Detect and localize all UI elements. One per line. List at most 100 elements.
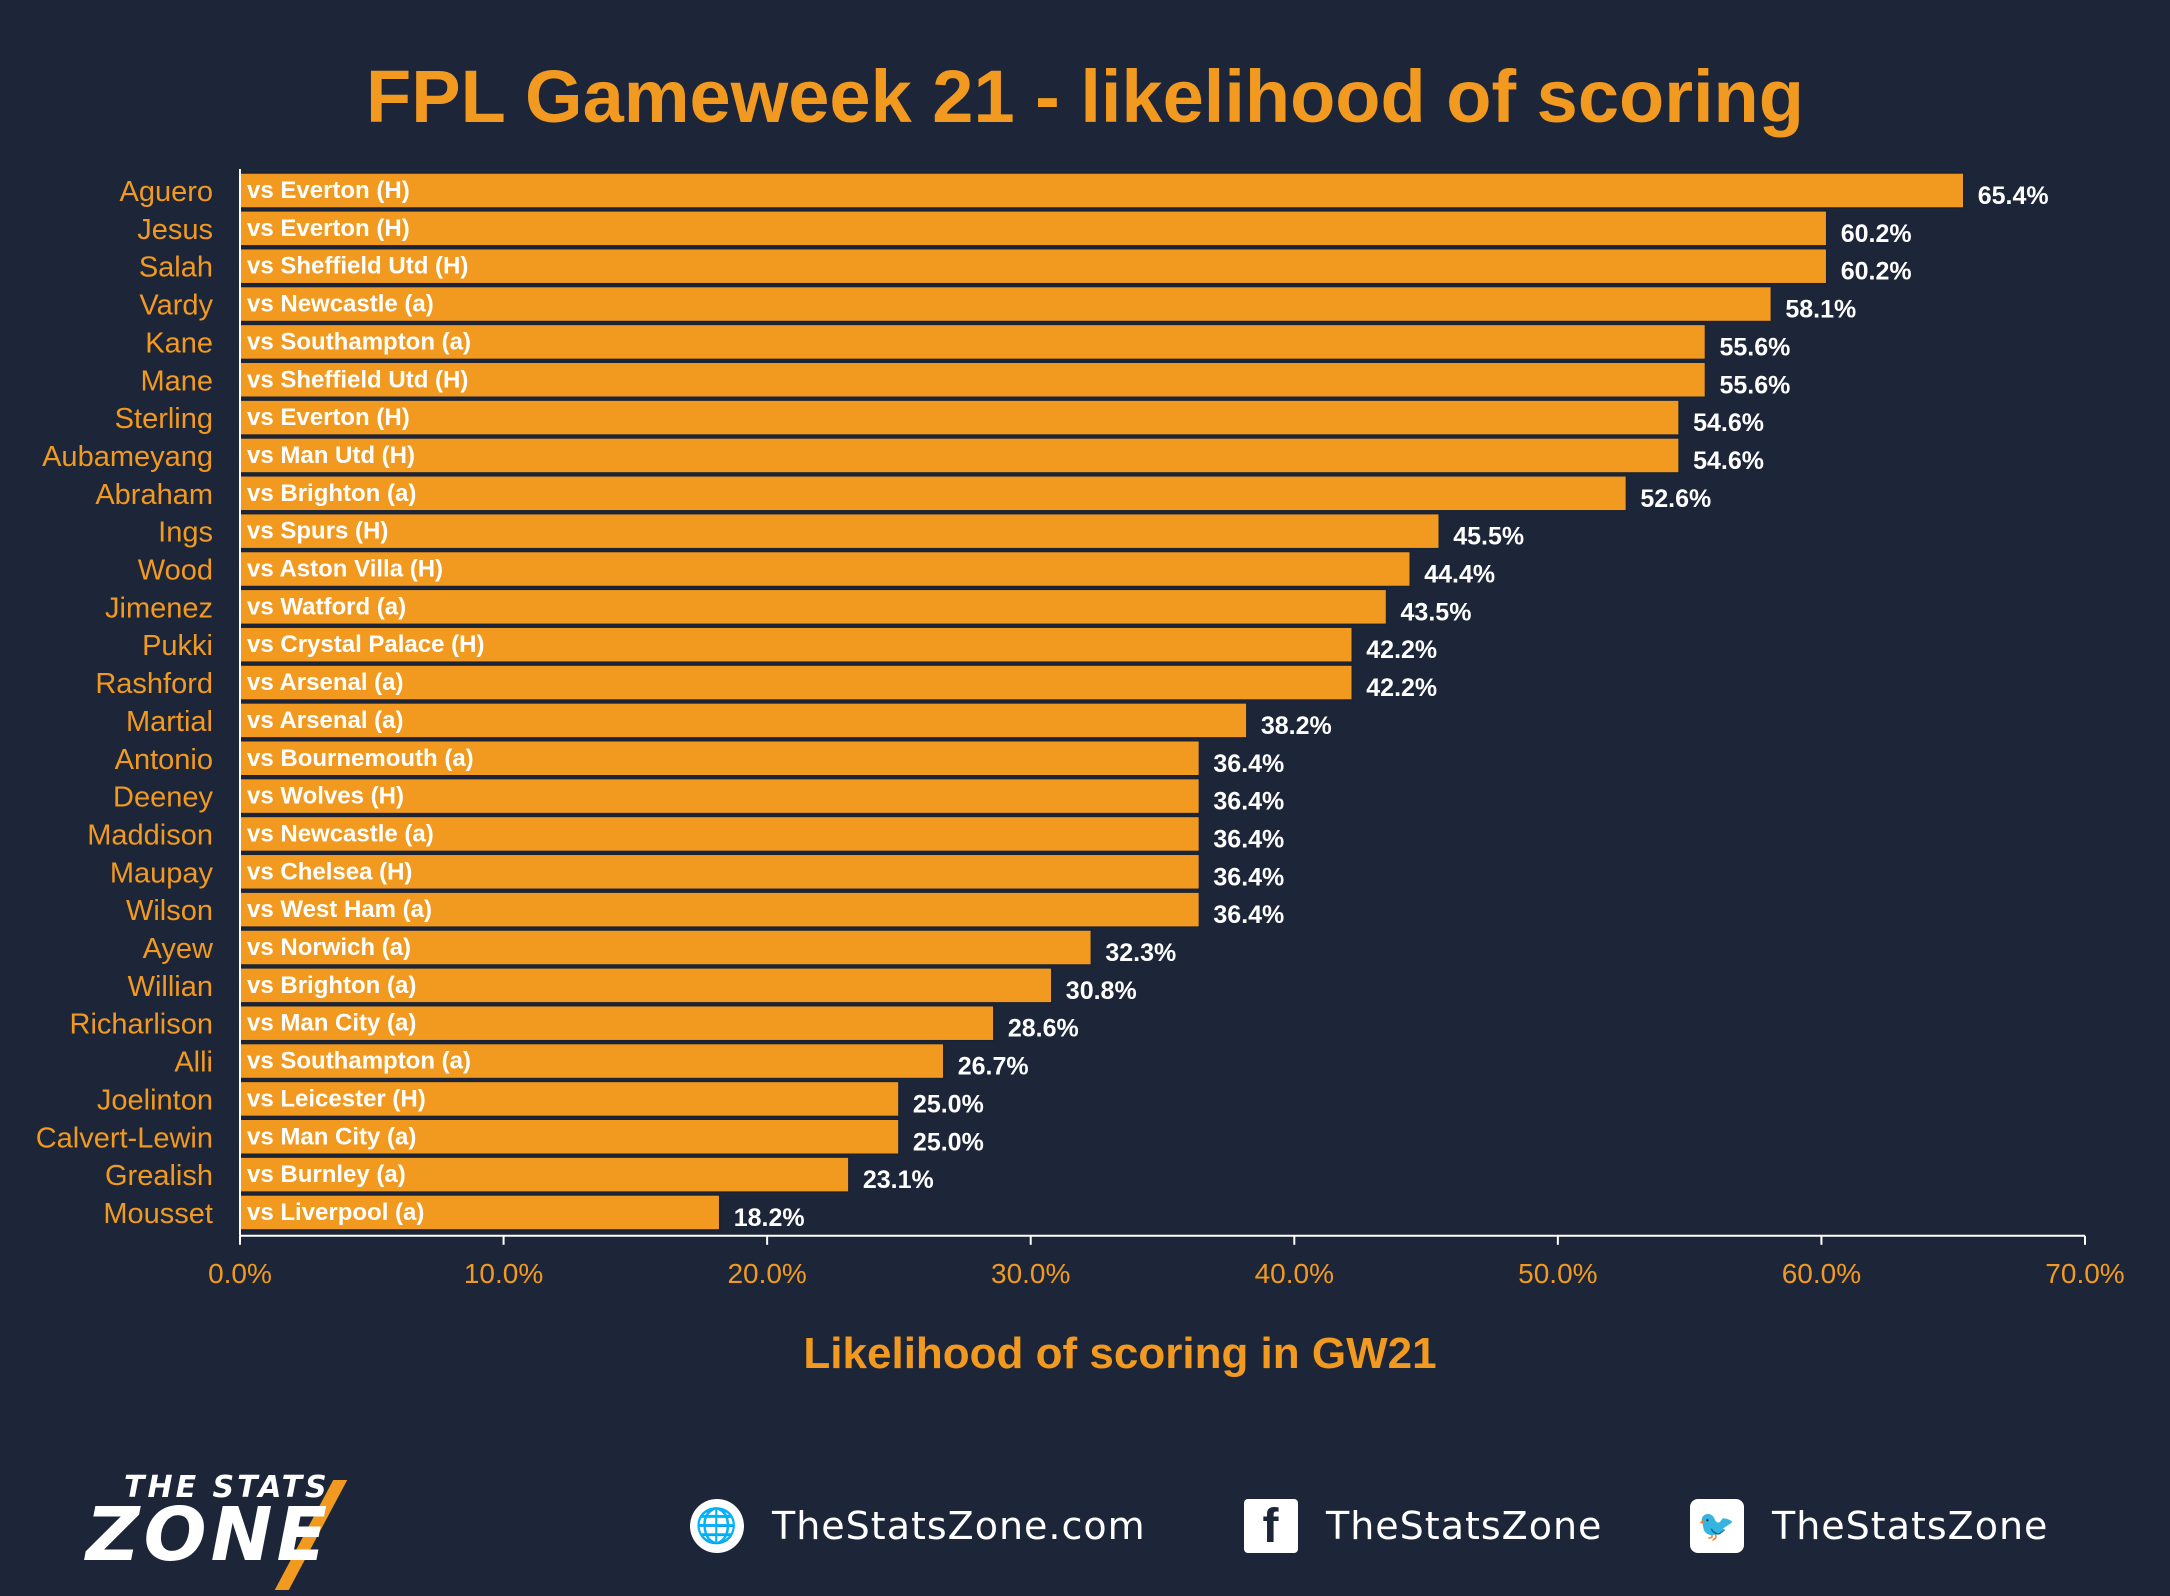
- bar-martial: [239, 702, 1248, 739]
- fixture-label: vs Liverpool (a): [247, 1199, 424, 1226]
- category-label: Rashford: [95, 668, 213, 700]
- category-label: Wood: [138, 555, 213, 587]
- fixture-label: vs Everton (H): [247, 404, 410, 431]
- value-label: 38.2%: [1261, 712, 1332, 740]
- x-tick-label: 30.0%: [991, 1258, 1070, 1289]
- x-tick-label: 50.0%: [1518, 1258, 1597, 1289]
- fixture-label: vs Southampton (a): [247, 1048, 471, 1075]
- fixture-label: vs Man Utd (H): [247, 442, 415, 469]
- bar-salah: [239, 247, 1828, 285]
- value-label: 42.2%: [1366, 636, 1437, 664]
- category-label: Pukki: [142, 630, 213, 662]
- category-label: Ings: [158, 517, 213, 549]
- value-label: 36.4%: [1213, 750, 1284, 778]
- fixture-label: vs Southampton (a): [247, 328, 471, 355]
- bar-kane: [239, 323, 1707, 361]
- category-label: Antonio: [115, 744, 213, 776]
- bar-ayew: [239, 929, 1093, 966]
- category-label: Salah: [139, 252, 213, 284]
- website-label: TheStatsZone.com: [772, 1504, 1146, 1548]
- value-label: 44.4%: [1424, 561, 1495, 589]
- bar-deeney: [239, 777, 1201, 815]
- category-label: Calvert-Lewin: [36, 1122, 213, 1154]
- fixture-label: vs Everton (H): [247, 177, 410, 204]
- category-label: Jesus: [137, 214, 213, 246]
- x-tick-label: 40.0%: [1255, 1258, 1334, 1289]
- value-label: 28.6%: [1008, 1015, 1079, 1043]
- category-label: Mousset: [103, 1198, 213, 1230]
- fixture-label: vs Spurs (H): [247, 518, 388, 545]
- fixture-label: vs Watford (a): [247, 593, 406, 620]
- value-label: 36.4%: [1213, 863, 1284, 891]
- category-label: Maupay: [110, 857, 214, 889]
- fixture-label: vs Man City (a): [247, 1123, 416, 1150]
- bar-aguero: [239, 172, 1965, 209]
- fixture-label: vs Burnley (a): [247, 1161, 406, 1188]
- fixture-label: vs Aston Villa (H): [247, 556, 443, 583]
- bar-pukki: [239, 626, 1354, 663]
- value-label: 25.0%: [913, 1090, 984, 1118]
- value-label: 55.6%: [1719, 333, 1790, 361]
- value-label: 23.1%: [863, 1166, 934, 1194]
- fixture-label: vs Sheffield Utd (H): [247, 253, 468, 280]
- fixture-label: vs Brighton (a): [247, 480, 416, 507]
- bar-sterling: [239, 399, 1680, 436]
- category-label: Joelinton: [97, 1084, 213, 1116]
- value-label: 36.4%: [1213, 901, 1284, 929]
- x-tick-label: 20.0%: [727, 1258, 806, 1289]
- category-label: Abraham: [95, 479, 213, 511]
- value-label: 45.5%: [1453, 523, 1524, 551]
- fixture-label: vs Arsenal (a): [247, 669, 404, 696]
- fixture-label: vs Newcastle (a): [247, 820, 434, 847]
- facebook-icon: f: [1244, 1499, 1298, 1553]
- website-link[interactable]: 🌐 TheStatsZone.com: [690, 1496, 1146, 1556]
- twitter-label: TheStatsZone: [1772, 1504, 2049, 1548]
- value-label: 58.1%: [1785, 296, 1856, 324]
- facebook-label: TheStatsZone: [1326, 1504, 1603, 1548]
- bar-jesus: [239, 210, 1828, 247]
- category-label: Alli: [174, 1047, 213, 1079]
- category-label: Maddison: [87, 819, 213, 851]
- fixture-label: vs Arsenal (a): [247, 707, 404, 734]
- category-label: Willian: [128, 971, 213, 1003]
- value-label: 36.4%: [1213, 788, 1284, 816]
- value-label: 52.6%: [1640, 485, 1711, 513]
- bar-ings: [239, 512, 1440, 550]
- category-label: Wilson: [126, 895, 213, 927]
- globe-icon: 🌐: [690, 1499, 744, 1553]
- bar-chart: FPL Gameweek 21 - likelihood of scoring …: [36, 55, 2125, 1378]
- fixture-label: vs Sheffield Utd (H): [247, 366, 468, 393]
- fixture-label: vs Man City (a): [247, 1010, 416, 1037]
- category-label: Aguero: [119, 176, 213, 208]
- value-label: 60.2%: [1841, 220, 1912, 248]
- x-tick-label: 60.0%: [1782, 1258, 1861, 1289]
- fixture-label: vs West Ham (a): [247, 896, 432, 923]
- x-tick-label: 0.0%: [208, 1258, 272, 1289]
- value-label: 36.4%: [1213, 825, 1284, 853]
- value-label: 43.5%: [1401, 598, 1472, 626]
- facebook-link[interactable]: f TheStatsZone: [1244, 1496, 1602, 1556]
- category-label: Mane: [140, 365, 213, 397]
- bar-wilson: [239, 891, 1201, 928]
- category-label: Aubameyang: [42, 441, 213, 473]
- value-label: 54.6%: [1693, 409, 1764, 437]
- x-axis: 0.0% 10.0% 20.0% 30.0% 40.0% 50.0% 60.0% 70.0%: [208, 169, 2125, 1289]
- value-label: 42.2%: [1366, 674, 1437, 702]
- stats-zone-logo: THE STATS ZONE: [86, 1470, 456, 1590]
- twitter-link[interactable]: 🐦 TheStatsZone: [1690, 1496, 2048, 1556]
- value-label: 60.2%: [1841, 258, 1912, 286]
- fixture-label: vs Newcastle (a): [247, 291, 434, 318]
- value-label: 54.6%: [1693, 447, 1764, 475]
- logo-main-text: ZONE: [86, 1492, 332, 1578]
- category-label: Martial: [126, 706, 213, 738]
- fixture-label: vs Everton (H): [247, 215, 410, 242]
- fixture-label: vs Crystal Palace (H): [247, 631, 484, 658]
- category-label: Ayew: [143, 933, 214, 965]
- bar-aubameyang: [239, 437, 1680, 474]
- footer: THE STATS ZONE 🌐 TheStatsZone.com f TheS…: [0, 1430, 2170, 1596]
- value-label: 25.0%: [913, 1128, 984, 1156]
- bar-alli: [239, 1042, 945, 1080]
- chart-title: FPL Gameweek 21 - likelihood of scoring: [366, 55, 1804, 138]
- fixture-label: vs Norwich (a): [247, 934, 411, 961]
- category-label: Grealish: [105, 1160, 213, 1192]
